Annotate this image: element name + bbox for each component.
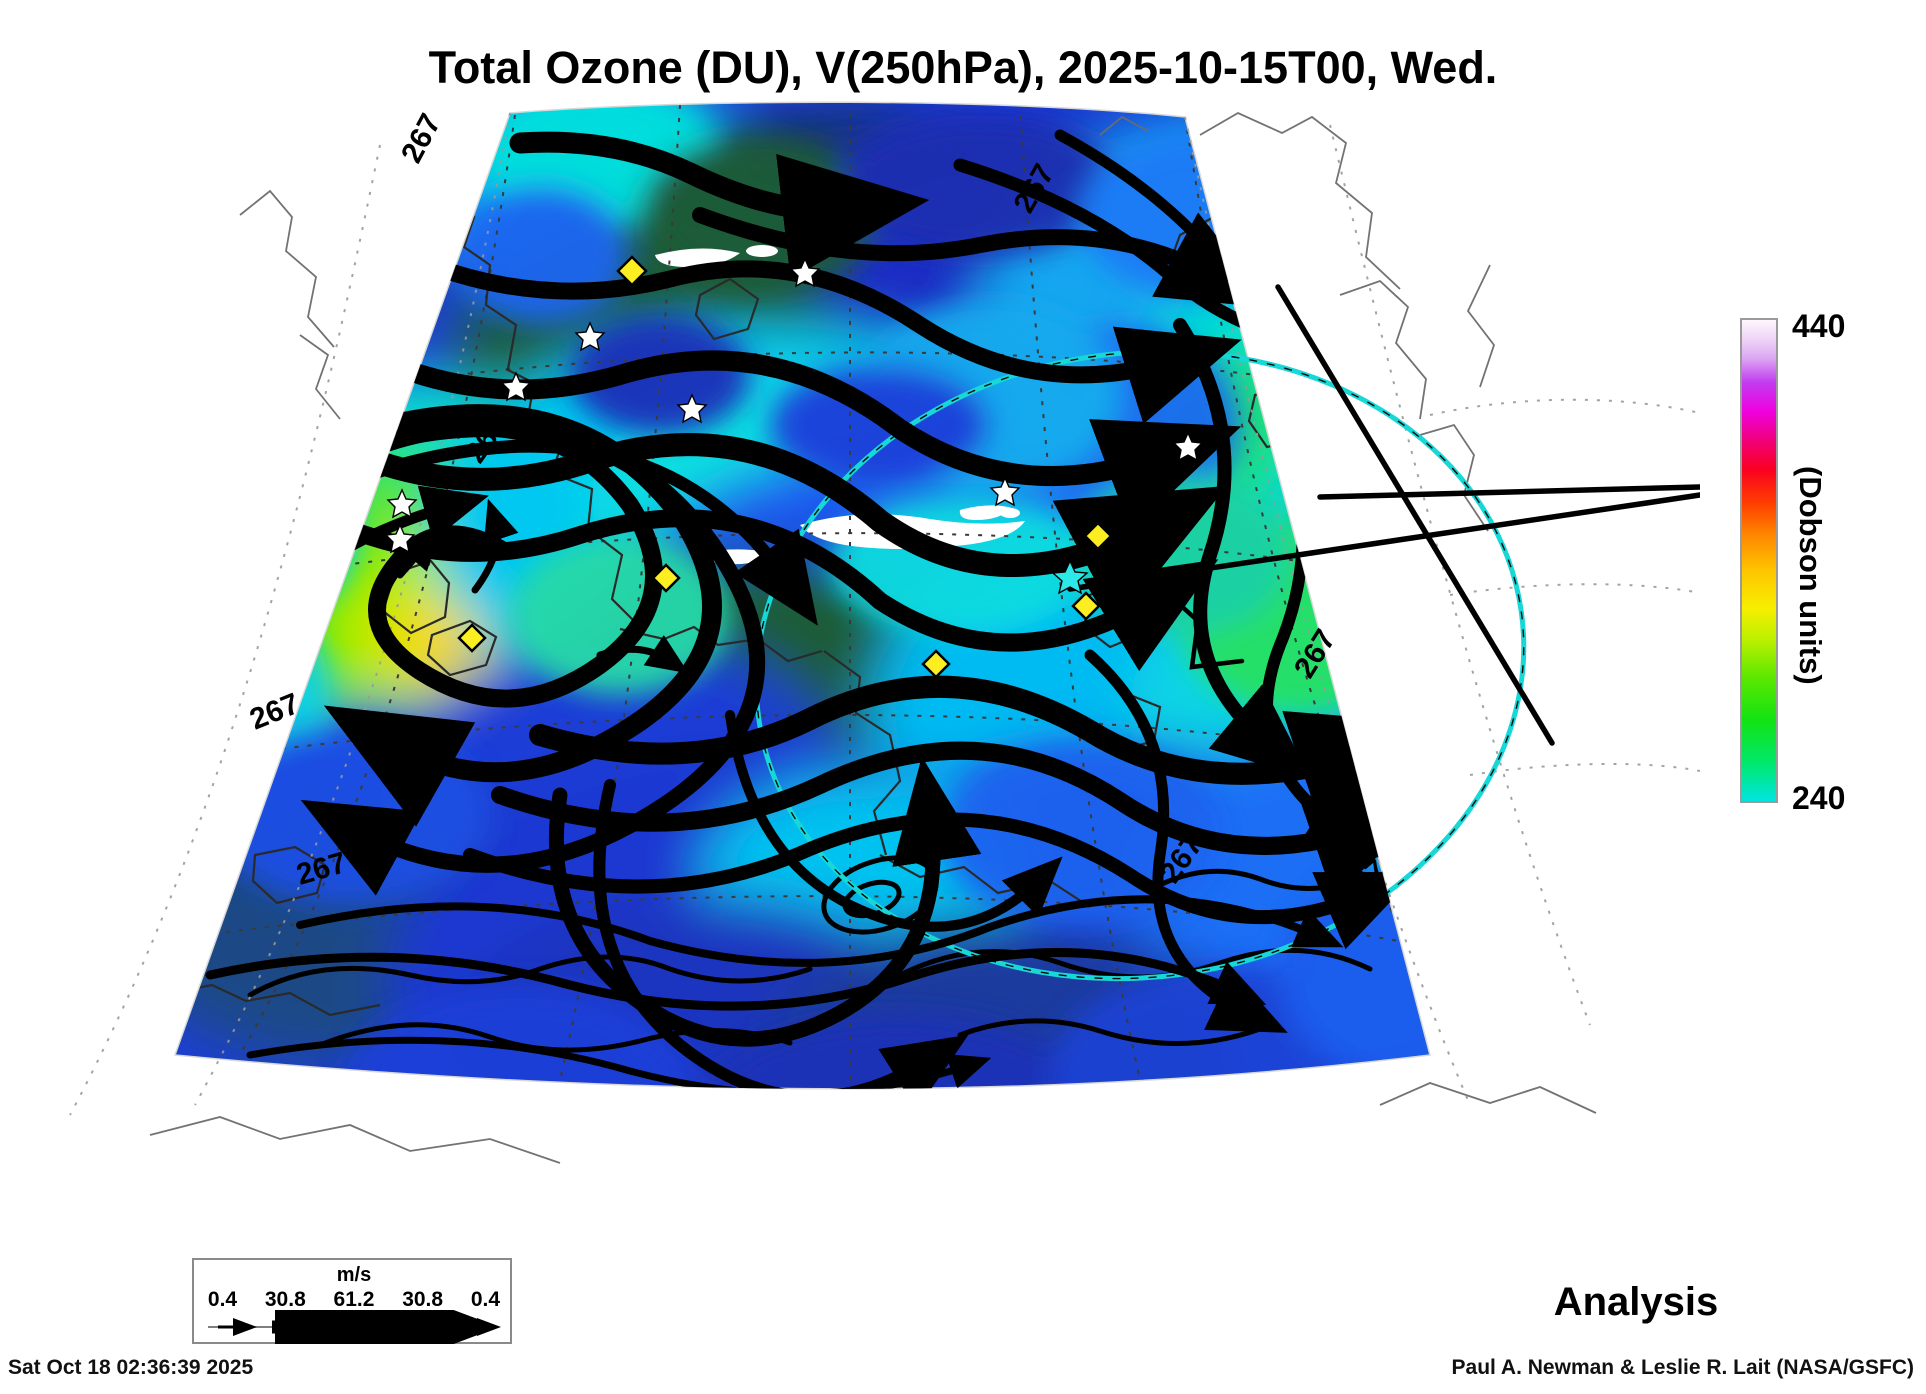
wind-key-value: 61.2 (333, 1288, 375, 1311)
colorbar: 440 240 (Dobson units) (1740, 308, 1920, 823)
graticule-outside (69, 112, 1700, 1116)
ozone-map: 267 267 267 267 267 267 267 267 (0, 95, 1700, 1245)
wind-key-units-label: m/s (336, 1264, 372, 1286)
generation-timestamp: Sat Oct 18 02:36:39 2025 (8, 1356, 254, 1379)
wind-key-arrows (208, 1310, 501, 1344)
colorbar-min-label: 240 (1792, 780, 1846, 816)
wind-key-values: 0.4 30.8 61.2 30.8 0.4 (194, 1288, 514, 1312)
station-markers (384, 255, 1204, 679)
yellow-diamond-marker (457, 255, 1113, 679)
author-credit: Paul A. Newman & Leslie R. Lait (NASA/GS… (1451, 1356, 1914, 1379)
cyan-star-marker (1051, 559, 1089, 595)
white-star-marker (384, 257, 1204, 554)
wind-key-value: 30.8 (264, 1288, 306, 1311)
map-svg: 267 267 267 267 267 267 267 267 (69, 101, 1700, 1164)
colorbar-max-label: 440 (1792, 308, 1846, 344)
ozone-field (175, 102, 1430, 1089)
map-border (173, 101, 1431, 1090)
wind-key-value: 0.4 (207, 1288, 238, 1311)
wind-speed-key: m/s 0.4 30.8 61.2 30.8 0.4 (192, 1258, 512, 1344)
contour-label: 267 (395, 109, 448, 169)
wind-key-value: 30.8 (402, 1288, 444, 1311)
wind-key-value: 0.4 (470, 1288, 501, 1311)
colorbar-gradient (1740, 318, 1778, 803)
colorbar-units-label: (Dobson units) (1793, 466, 1828, 685)
analysis-label: Analysis (1553, 1280, 1719, 1324)
page-title: Total Ozone (DU), V(250hPa), 2025-10-15T… (428, 42, 1498, 93)
